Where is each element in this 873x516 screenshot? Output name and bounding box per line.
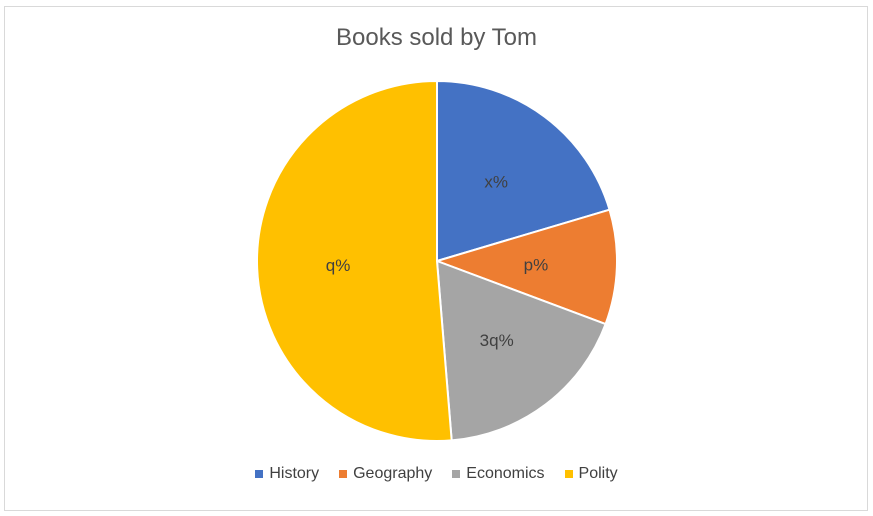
legend-item-economics: Economics bbox=[452, 465, 545, 483]
pie-slice-geography bbox=[433, 208, 618, 326]
legend-item-history: History bbox=[255, 465, 319, 483]
data-label-polity: q% bbox=[326, 256, 351, 275]
legend-label: Economics bbox=[466, 465, 545, 482]
legend: History Geography Economics Polity bbox=[0, 465, 873, 483]
legend-swatch bbox=[255, 470, 264, 478]
legend-label: History bbox=[269, 465, 320, 482]
pie-slice-polity bbox=[256, 79, 453, 442]
legend-label: Polity bbox=[578, 465, 618, 482]
data-label-history: x% bbox=[484, 173, 508, 192]
pie-slice-history bbox=[436, 79, 611, 263]
legend-swatch bbox=[339, 470, 348, 478]
data-label-economics: 3q% bbox=[480, 331, 514, 350]
legend-swatch bbox=[564, 470, 573, 478]
chart-title: Books sold by Tom bbox=[336, 24, 537, 51]
pie-slice-economics bbox=[435, 259, 607, 442]
legend-item-polity: Polity bbox=[564, 465, 618, 483]
legend-label: Geography bbox=[353, 465, 433, 482]
legend-item-geography: Geography bbox=[339, 465, 432, 483]
legend-swatch bbox=[452, 470, 461, 478]
data-label-geography: p% bbox=[524, 255, 549, 274]
